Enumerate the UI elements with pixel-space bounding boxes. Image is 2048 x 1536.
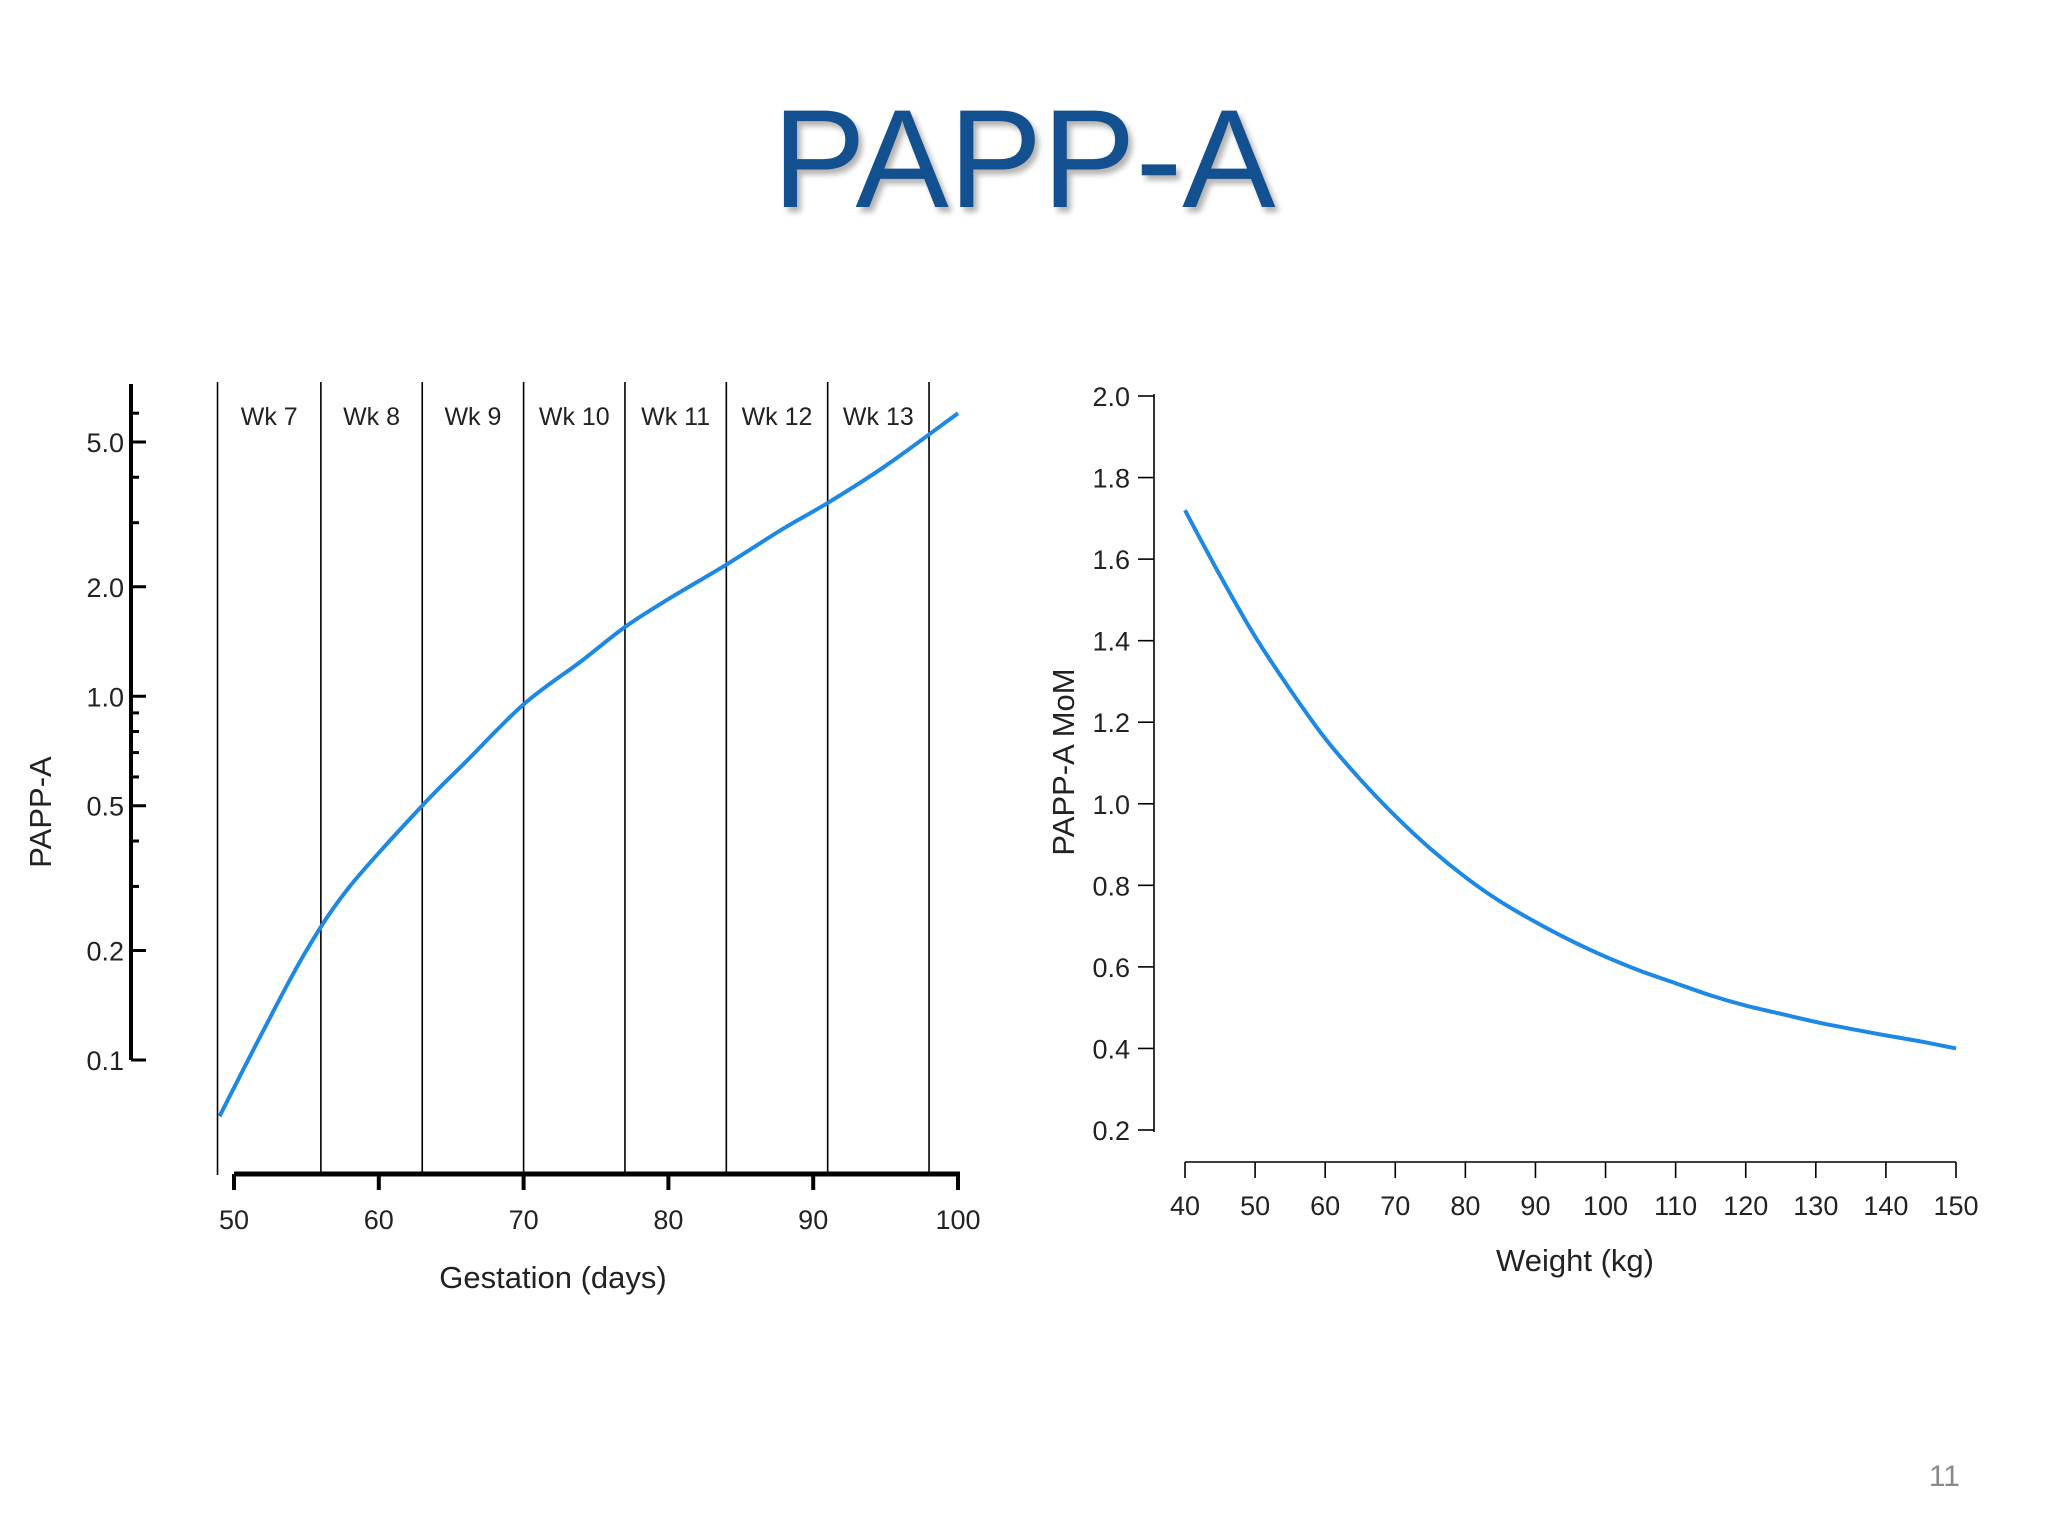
y-tick-label: 0.8: [1092, 871, 1130, 901]
y-tick-label: 0.4: [1092, 1034, 1130, 1064]
weight-chart: 0.2 0.4 0.6 0.8 1.0 1.2 1.4 1.6 1.8 2.0 PAPP-A MoM…: [1046, 382, 1979, 1278]
x-axis-label: Weight (kg): [1496, 1243, 1654, 1278]
x-tick-label: 100: [935, 1205, 980, 1235]
x-tick-label: 90: [798, 1205, 828, 1235]
week-label: Wk 13: [843, 403, 914, 431]
y-tick-label: 1.4: [1092, 627, 1130, 657]
week-label: Wk 8: [343, 403, 400, 431]
week-label: Wk 7: [241, 403, 298, 431]
y-tick-label: 0.2: [1092, 1116, 1130, 1146]
y-tick-label: 2.0: [86, 573, 124, 603]
x-tick-label: 130: [1793, 1191, 1838, 1221]
x-tick-label: 50: [219, 1205, 249, 1235]
y-tick-label: 2.0: [1092, 382, 1130, 412]
y-tick-label: 1.6: [1092, 545, 1130, 575]
x-tick-label: 70: [509, 1205, 539, 1235]
x-tick-label: 70: [1380, 1191, 1410, 1221]
x-tick-label: 140: [1863, 1191, 1908, 1221]
x-tick-label: 80: [653, 1205, 683, 1235]
x-tick-label: 110: [1654, 1191, 1697, 1221]
series-line: [1183, 509, 1957, 1051]
x-tick-label: 50: [1240, 1191, 1270, 1221]
week-label: Wk 9: [444, 403, 501, 431]
page-number: 11: [1928, 1460, 1960, 1493]
y-tick-label: 1.2: [1092, 708, 1130, 738]
x-tick-label: 40: [1170, 1191, 1200, 1221]
y-tick-label: 1.0: [1092, 790, 1130, 820]
week-label: Wk 11: [641, 403, 710, 431]
y-axis-label: PAPP-A: [23, 756, 58, 868]
x-tick-label: 120: [1723, 1191, 1768, 1221]
slide-title: PAPP-A: [772, 80, 1276, 237]
y-tick-label: 1.8: [1092, 464, 1130, 494]
y-tick-label: 5.0: [86, 428, 124, 458]
x-axis-label: Gestation (days): [439, 1260, 666, 1295]
x-tick-label: 150: [1933, 1191, 1978, 1221]
y-tick-label: 0.1: [86, 1046, 124, 1076]
y-tick-label: 0.5: [86, 792, 124, 822]
x-tick-label: 60: [1310, 1191, 1340, 1221]
x-tick-label: 90: [1520, 1191, 1550, 1221]
y-tick-label: 0.2: [86, 937, 124, 967]
y-tick-label: 1.0: [86, 682, 124, 712]
week-label: Wk 12: [742, 403, 813, 431]
y-tick-label: 0.6: [1092, 953, 1130, 983]
series-line: [217, 411, 960, 1118]
x-tick-label: 80: [1450, 1191, 1480, 1221]
x-tick-label: 100: [1583, 1191, 1628, 1221]
gestation-chart: 0.1 0.2 0.5 1.0 2.0 5.0 PAPP-A 50 60 70 80 90 100 Ges…: [23, 382, 981, 1295]
y-axis-label: PAPP-A MoM: [1046, 668, 1081, 855]
week-label: Wk 10: [539, 403, 610, 431]
x-tick-label: 60: [364, 1205, 394, 1235]
